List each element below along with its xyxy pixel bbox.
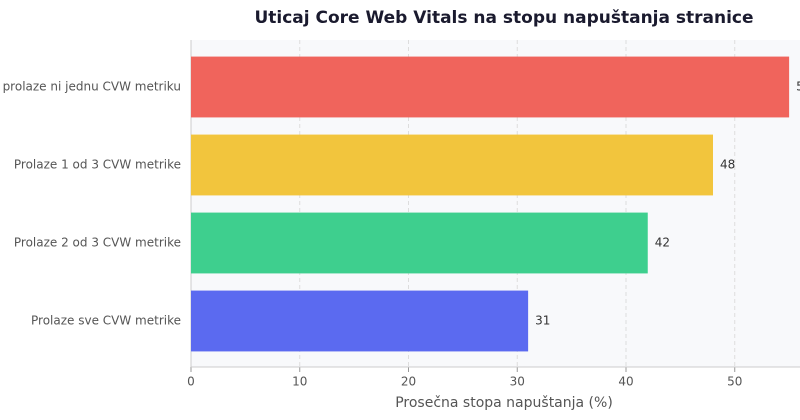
value-label: 55 — [796, 80, 800, 94]
value-label: 48 — [720, 158, 735, 172]
value-label: 31 — [535, 314, 550, 328]
bar — [191, 212, 648, 274]
x-axis-label: Prosečna stopa napuštanja (%) — [395, 395, 613, 411]
x-tick-label: 20 — [401, 375, 416, 389]
x-tick-label: 30 — [510, 375, 525, 389]
x-tick-label: 0 — [187, 375, 195, 389]
chart-title: Uticaj Core Web Vitals na stopu napuštan… — [254, 8, 753, 28]
y-tick-label: Ne prolaze ni jednu CVW metriku — [0, 80, 181, 94]
value-label: 42 — [655, 236, 670, 250]
y-tick-label: Prolaze 2 od 3 CVW metrike — [14, 236, 181, 250]
y-tick-label: Prolaze sve CVW metrike — [31, 314, 181, 328]
bar — [191, 56, 790, 118]
x-tick-label: 10 — [292, 375, 307, 389]
bar — [191, 290, 529, 352]
y-tick-label: Prolaze 1 od 3 CVW metrike — [14, 158, 181, 172]
x-tick-label: 40 — [618, 375, 633, 389]
x-tick-label: 50 — [727, 375, 742, 389]
bar — [191, 134, 713, 196]
